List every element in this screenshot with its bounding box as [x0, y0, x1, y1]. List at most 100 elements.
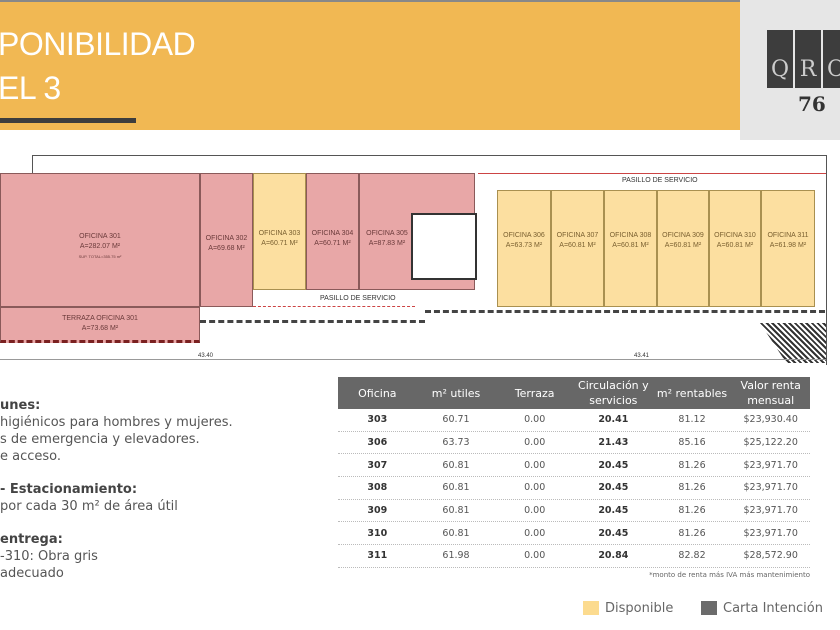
- hatched-area: [760, 323, 826, 363]
- table-cell: 60.81: [442, 505, 470, 517]
- office-area: A=60.71 M²: [261, 240, 298, 247]
- availability-table: Oficina m² utiles Terraza Circulación y …: [338, 377, 810, 579]
- table-cell: $23,971.70: [743, 482, 798, 494]
- office-302[interactable]: OFICINA 302 A=69.68 M²: [200, 173, 253, 307]
- col-m2-rentables: m² rentables: [656, 386, 728, 400]
- stairs-core: [411, 213, 477, 280]
- legend-available-swatch: [583, 601, 599, 615]
- office-area: A=87.83 M²: [368, 240, 406, 247]
- facade-wall: [425, 310, 825, 313]
- table-cell: $23,971.70: [743, 505, 798, 517]
- office-306[interactable]: OFICINA 306 A=63.73 M²: [497, 190, 551, 307]
- legend-letter-of-intent: Carta Intención: [723, 601, 823, 616]
- office-area: A=60.81 M²: [716, 242, 754, 249]
- logo-letter: O: [823, 30, 840, 88]
- notes: unes: higiénicos para hombres y mujeres.…: [0, 397, 330, 582]
- notes-heading: - Estacionamiento:: [0, 482, 138, 497]
- table-cell: 60.81: [442, 459, 470, 471]
- table-row: 309 60.81 0.00 20.45 81.26 $23,971.70: [338, 500, 810, 523]
- corridor-label: PASILLO DE SERVICIO: [320, 295, 396, 302]
- table-cell: 0.00: [524, 505, 546, 517]
- terrace-area: A=73.68 M²: [81, 325, 119, 332]
- table-cell: 310: [367, 527, 388, 539]
- notes-heading: unes:: [0, 398, 41, 413]
- office-308[interactable]: OFICINA 308 A=60.81 M²: [604, 190, 657, 307]
- office-310[interactable]: OFICINA 310 A=60.81 M²: [709, 190, 761, 307]
- office-name: OFICINA 303: [258, 230, 301, 237]
- table-cell: 311: [367, 550, 388, 562]
- table-cell: 0.00: [524, 459, 546, 471]
- office-301[interactable]: OFICINA 301 A=282.07 M² SUP. TOTAL=355.75 …: [0, 173, 200, 307]
- service-corridor: [253, 290, 415, 307]
- table-cell: 20.84: [598, 550, 629, 562]
- logo-letter: Q: [767, 30, 793, 88]
- title-line-2: EL 3: [0, 70, 61, 106]
- notes-line: s de emergencia y elevadores.: [0, 432, 200, 447]
- office-name: OFICINA 307: [556, 232, 599, 239]
- table-cell: 306: [367, 437, 388, 449]
- table-cell: $25,122.20: [743, 437, 798, 449]
- office-name: OFICINA 309: [662, 232, 704, 239]
- office-name: OFICINA 311: [767, 232, 809, 239]
- table-cell: 0.00: [524, 414, 546, 426]
- table-cell: 81.26: [678, 482, 706, 494]
- office-309[interactable]: OFICINA 309 A=60.81 M²: [657, 190, 709, 307]
- terrace-name: TERRAZA OFICINA 301: [62, 315, 138, 322]
- office-area: A=282.07 M²: [79, 243, 121, 250]
- table-header: Oficina m² utiles Terraza Circulación y …: [338, 377, 810, 409]
- table-row: 308 60.81 0.00 20.45 81.26 $23,971.70: [338, 477, 810, 500]
- table-cell: 308: [367, 482, 388, 494]
- notes-line: e acceso.: [0, 449, 62, 464]
- title-line-1: PONIBILIDAD: [0, 26, 196, 62]
- table-cell: 0.00: [524, 437, 546, 449]
- office-304[interactable]: OFICINA 304 A=60.71 M²: [306, 173, 359, 290]
- office-name: OFICINA 305: [366, 230, 408, 237]
- table-cell: 81.12: [678, 414, 706, 426]
- terrace-301[interactable]: TERRAZA OFICINA 301 A=73.68 M²: [0, 307, 200, 343]
- office-311[interactable]: OFICINA 311 A=61.98 M²: [761, 190, 815, 307]
- office-area: A=60.71 M²: [314, 240, 351, 247]
- table-cell: $23,971.70: [743, 527, 798, 539]
- office-name: OFICINA 304: [311, 230, 354, 237]
- notes-heading: entrega:: [0, 532, 63, 547]
- office-area: A=60.81 M²: [559, 242, 596, 249]
- office-area: A=60.81 M²: [664, 242, 702, 249]
- col-m2-utiles: m² utiles: [431, 386, 481, 400]
- table-row: 307 60.81 0.00 20.45 81.26 $23,971.70: [338, 454, 810, 478]
- col-valor-renta: Valor renta mensual: [740, 379, 801, 407]
- table-cell: $28,572.90: [743, 550, 798, 562]
- table-cell: 20.45: [598, 527, 629, 539]
- office-area: A=60.81 M²: [612, 242, 649, 249]
- office-name: OFICINA 310: [714, 232, 756, 239]
- table-cell: 61.98: [442, 550, 470, 562]
- logo: Q R O 76: [740, 0, 840, 140]
- office-name: OFICINA 301: [79, 233, 121, 240]
- header-banner: PONIBILIDAD EL 3: [0, 0, 740, 130]
- col-oficina: Oficina: [358, 386, 397, 400]
- table-cell: 0.00: [524, 482, 546, 494]
- office-name: OFICINA 308: [609, 232, 652, 239]
- table-cell: 0.00: [524, 550, 546, 562]
- legend-available: Disponible: [605, 601, 674, 616]
- legend-letter-swatch: [701, 601, 717, 615]
- table-row: 303 60.71 0.00 20.41 81.12 $23,930.40: [338, 409, 810, 432]
- notes-line: por cada 30 m² de área útil: [0, 499, 178, 514]
- table-cell: 309: [367, 505, 388, 517]
- logo-letter: R: [795, 30, 821, 88]
- office-307[interactable]: OFICINA 307 A=60.81 M²: [551, 190, 604, 307]
- office-extra: SUP. TOTAL=355.75 m²: [78, 254, 122, 259]
- dimension: 43.40: [198, 353, 214, 359]
- table-cell: 20.45: [598, 459, 629, 471]
- table-cell: 20.45: [598, 505, 629, 517]
- notes-line: higiénicos para hombres y mujeres.: [0, 415, 233, 430]
- table-cell: 20.45: [598, 482, 629, 494]
- table-cell: 0.00: [524, 527, 546, 539]
- office-303[interactable]: OFICINA 303 A=60.71 M²: [253, 173, 306, 290]
- office-area: A=61.98 M²: [769, 242, 807, 249]
- table-cell: 82.82: [678, 550, 706, 562]
- footnote: *monto de renta más IVA más mantenimient…: [649, 570, 810, 579]
- table-cell: 60.81: [442, 482, 470, 494]
- floor-plan: PASILLO DE SERVICIO OFICINA 301 A=282.07 …: [0, 150, 840, 365]
- office-name: OFICINA 302: [205, 235, 248, 242]
- table-row: 306 63.73 0.00 21.43 85.16 $25,122.20: [338, 432, 810, 455]
